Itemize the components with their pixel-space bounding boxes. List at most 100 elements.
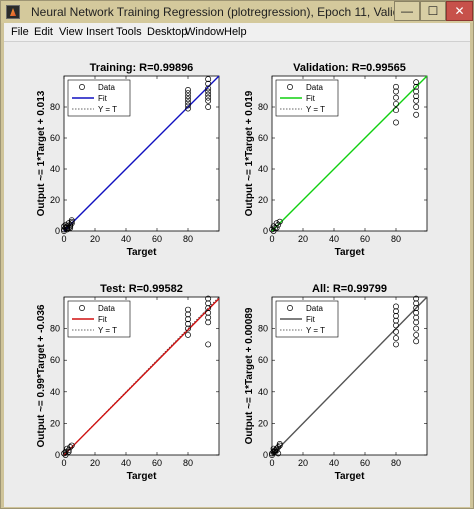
data-point [205, 85, 212, 92]
y-tick-label: 20 [258, 195, 268, 205]
legend-data-marker [79, 305, 85, 311]
menu-insert[interactable]: Insert [86, 26, 114, 38]
data-point [393, 335, 399, 342]
maximize-button[interactable]: ☐ [420, 1, 446, 21]
data-point [393, 94, 399, 101]
legend-fit-label: Fit [98, 94, 108, 103]
data-point [413, 88, 420, 95]
data-point [413, 338, 420, 345]
data-point [393, 88, 399, 95]
legend-data-marker [287, 305, 293, 311]
data-point [269, 452, 275, 458]
y-tick-label: 80 [50, 102, 60, 112]
x-tick-label: 40 [121, 234, 131, 244]
x-tick-label: 80 [183, 234, 193, 244]
data-point [393, 317, 399, 324]
y-tick-label: 20 [50, 418, 60, 428]
data-point [393, 100, 399, 107]
y-tick-label: 40 [258, 387, 268, 397]
fit-line [63, 75, 220, 232]
x-axis-label: Target [127, 247, 157, 258]
y-tick-label: 60 [50, 133, 60, 143]
legend-identity-label: Y = T [306, 105, 325, 114]
title-bar[interactable]: Neural Network Training Regression (plot… [1, 1, 473, 23]
data-point [68, 218, 75, 225]
data-point [393, 313, 399, 319]
menu-view[interactable]: View [59, 26, 83, 38]
data-point [272, 447, 279, 454]
y-tick-label: 40 [50, 164, 60, 174]
data-point [413, 93, 420, 100]
x-tick-label: 60 [152, 234, 162, 244]
data-point [61, 223, 67, 230]
x-tick-label: 40 [121, 458, 131, 468]
x-axis-label: Target [335, 471, 365, 482]
x-tick-label: 0 [61, 234, 66, 244]
x-tick-label: 40 [329, 234, 339, 244]
data-point [393, 119, 399, 126]
y-tick-label: 0 [263, 450, 268, 460]
menu-window[interactable]: Window [185, 26, 225, 38]
data-point [276, 442, 283, 449]
data-point [62, 452, 69, 458]
data-point [185, 99, 191, 106]
window-title: Neural Network Training Regression (plot… [31, 5, 455, 19]
fit-line [271, 75, 428, 232]
close-button[interactable]: ✕ [446, 1, 473, 21]
menu-desktop[interactable]: Desktop [147, 26, 188, 38]
legend-identity-label: Y = T [306, 326, 325, 335]
x-tick-label: 20 [90, 234, 100, 244]
data-point [64, 226, 71, 233]
menu-help[interactable]: Help [224, 26, 247, 38]
y-axis-label: Output ~= 0.99*Target + -0.036 [36, 304, 47, 447]
data-point [393, 328, 399, 335]
data-point [393, 303, 399, 310]
data-point [413, 111, 420, 118]
data-point [185, 93, 191, 100]
legend-data-marker [79, 84, 85, 90]
plot-title: Training: R=0.99896 [90, 62, 194, 74]
data-point [185, 87, 191, 93]
data-point [205, 319, 212, 326]
data-point [68, 217, 75, 224]
menu-edit[interactable]: Edit [34, 26, 53, 38]
data-point [413, 295, 420, 302]
data-point [64, 223, 71, 230]
y-tick-label: 20 [50, 195, 60, 205]
data-point [205, 80, 212, 87]
data-point [65, 448, 72, 455]
menu-file[interactable]: File [11, 26, 29, 38]
legend-data-marker [287, 84, 293, 90]
minimize-button[interactable]: — [394, 1, 420, 21]
x-tick-label: 60 [360, 458, 370, 468]
data-point [413, 300, 420, 307]
y-tick-label: 40 [50, 387, 60, 397]
x-axis-label: Target [335, 247, 365, 258]
x-tick-label: 20 [298, 234, 308, 244]
legend-data-label: Data [98, 83, 115, 92]
legend-data-label: Data [98, 304, 115, 313]
matlab-logo-icon [6, 5, 20, 19]
data-point [276, 440, 283, 447]
legend-data-label: Data [306, 304, 323, 313]
data-point [413, 104, 420, 110]
data-point [205, 341, 212, 348]
legend-identity-label: Y = T [98, 105, 117, 114]
x-tick-label: 60 [360, 234, 370, 244]
data-point [413, 83, 420, 90]
y-tick-label: 80 [50, 324, 60, 334]
menu-tools[interactable]: Tools [116, 26, 142, 38]
plot-title: All: R=0.99799 [312, 283, 387, 295]
data-point [272, 448, 279, 455]
data-point [61, 228, 67, 234]
x-tick-label: 0 [269, 458, 274, 468]
data-point [68, 442, 75, 449]
data-point [205, 76, 212, 83]
x-tick-label: 0 [269, 234, 274, 244]
data-point [185, 311, 191, 318]
data-point [413, 331, 420, 338]
data-point [413, 97, 420, 104]
data-point [185, 320, 191, 327]
data-point [393, 107, 399, 114]
plot-title: Validation: R=0.99565 [293, 62, 406, 74]
